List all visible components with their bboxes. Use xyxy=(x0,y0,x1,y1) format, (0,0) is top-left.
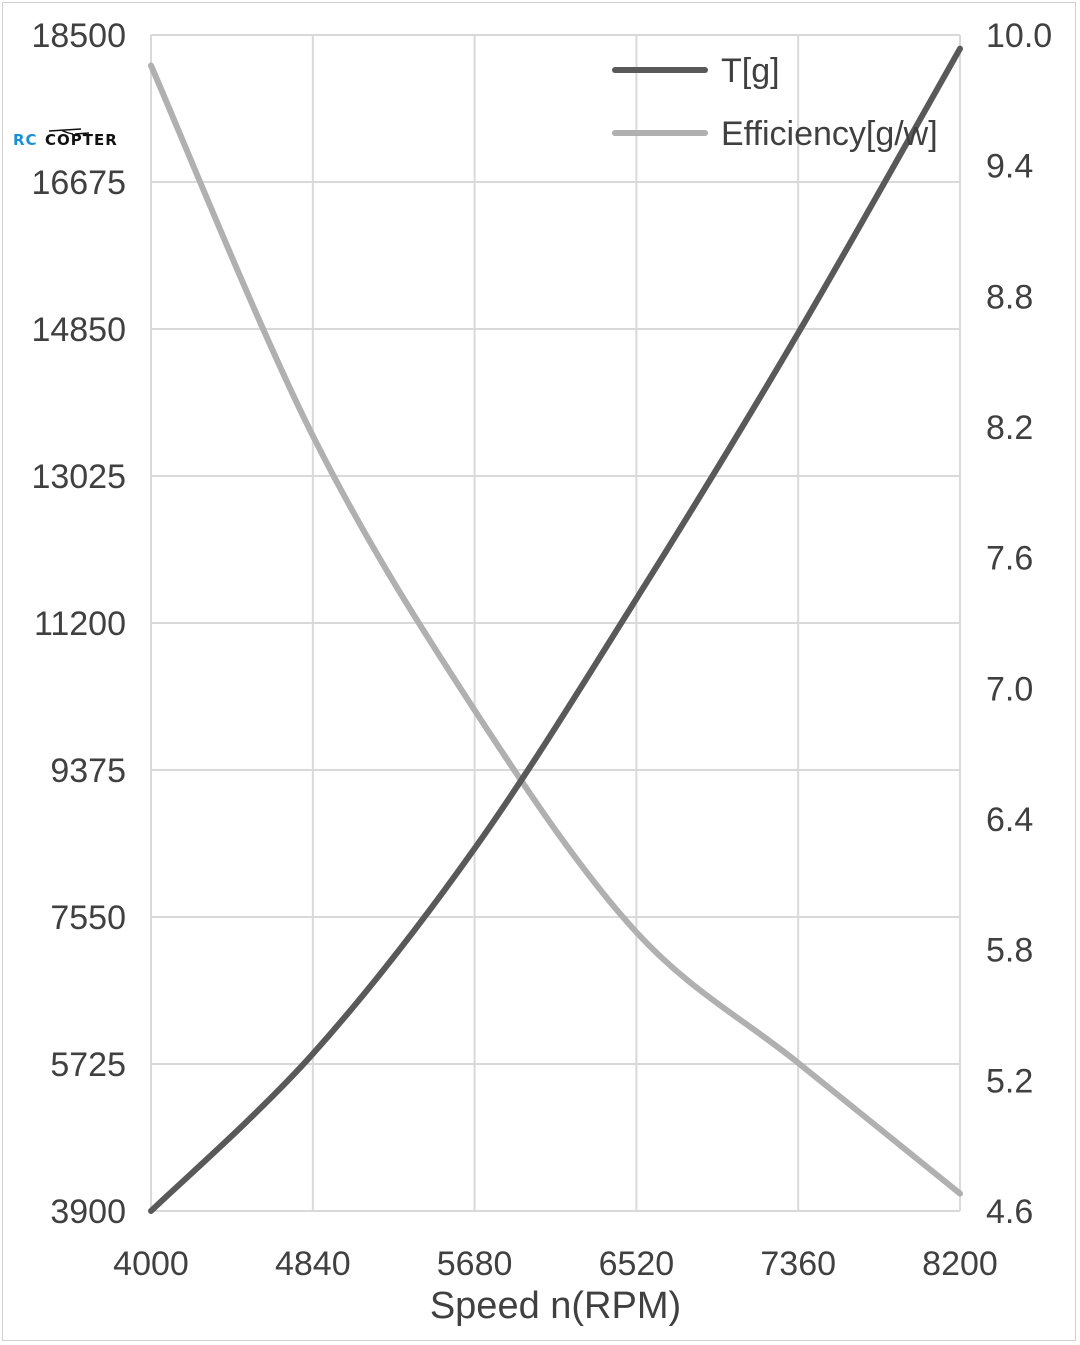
x-tick-label: 5680 xyxy=(437,1245,513,1283)
grid-lines xyxy=(150,34,961,1212)
y-right-tick-label: 5.2 xyxy=(986,1062,1033,1100)
x-tick-label: 6520 xyxy=(599,1245,675,1283)
series-layer xyxy=(148,45,963,1214)
legend: T[g] Efficiency[g/w] xyxy=(612,52,938,153)
line-chart: 3900 5725 7550 9375 11200 13025 14850 16675 1850… xyxy=(13,17,1052,1327)
y-left-tick-label: 16675 xyxy=(31,164,126,202)
y-right-tick-label: 9.4 xyxy=(986,148,1033,186)
y-right-tick-label: 5.8 xyxy=(986,932,1033,970)
x-tick-label: 7360 xyxy=(760,1245,836,1283)
x-tick-label: 4000 xyxy=(113,1245,189,1283)
y-left-tick-label: 11200 xyxy=(34,605,126,643)
helicopter-icon xyxy=(48,128,90,135)
y-right-tick-label: 10.0 xyxy=(986,17,1052,55)
x-tick-label: 4840 xyxy=(275,1245,351,1283)
watermark-copter: COPTER xyxy=(45,131,118,149)
legend-label: T[g] xyxy=(721,52,780,90)
y-left-tick-label: 14850 xyxy=(31,311,126,349)
watermark-rc: RC xyxy=(13,131,38,149)
x-tick-label: 8200 xyxy=(922,1245,998,1283)
y-left-tick-label: 3900 xyxy=(50,1193,126,1231)
x-axis-title: Speed n(RPM) xyxy=(430,1285,681,1327)
y-right-tick-label: 8.2 xyxy=(986,409,1033,447)
watermark-logo: RC COPTER xyxy=(13,128,118,149)
y-left-tick-label: 18500 xyxy=(31,17,126,55)
series-line-thrust xyxy=(148,45,963,1214)
y-left-tick-label: 13025 xyxy=(31,458,126,496)
y-right-tick-label: 7.6 xyxy=(986,540,1033,578)
y-right-tick-label: 8.8 xyxy=(986,278,1033,316)
series-line-efficiency xyxy=(148,62,963,1197)
y-left-tick-label: 9375 xyxy=(50,752,126,790)
legend-label: Efficiency[g/w] xyxy=(721,115,938,153)
y-right-tick-label: 4.6 xyxy=(986,1193,1033,1231)
y-left-tick-label: 7550 xyxy=(50,899,126,937)
y-left-tick-label: 5725 xyxy=(50,1046,126,1084)
y-right-tick-label: 7.0 xyxy=(986,670,1033,708)
y-right-tick-label: 6.4 xyxy=(986,801,1033,839)
tick-labels: 3900 5725 7550 9375 11200 13025 14850 16675 1850… xyxy=(31,17,1052,1283)
